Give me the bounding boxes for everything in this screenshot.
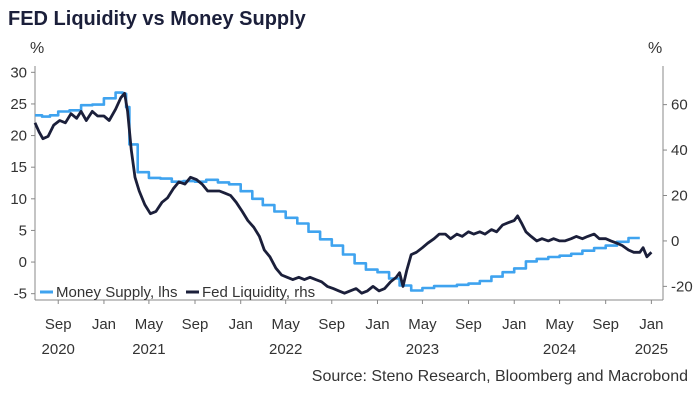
x-tick-label: Sep bbox=[318, 316, 345, 333]
left-tick-label: 0 bbox=[19, 254, 27, 271]
x-tick-label: Sep bbox=[455, 316, 482, 333]
left-tick-label: 5 bbox=[19, 222, 27, 239]
x-tick-label: Sep bbox=[592, 316, 619, 333]
right-tick-label: 40 bbox=[671, 142, 688, 159]
legend-label-2: Fed Liquidity, rhs bbox=[202, 284, 315, 301]
left-axis-unit: % bbox=[30, 40, 45, 57]
x-year-label: 2023 bbox=[406, 341, 439, 358]
series-line-2 bbox=[33, 91, 653, 295]
right-axis-unit: % bbox=[648, 40, 663, 57]
series-line-1 bbox=[35, 91, 640, 292]
left-tick-label: 20 bbox=[10, 128, 27, 145]
x-tick-label: May bbox=[272, 316, 301, 333]
left-tick-label: 30 bbox=[10, 64, 27, 81]
left-tick-label: -5 bbox=[14, 286, 27, 303]
chart-title: FED Liquidity vs Money Supply bbox=[8, 8, 306, 30]
left-tick-label: 10 bbox=[10, 191, 27, 208]
x-tick-label: Jan bbox=[229, 316, 253, 333]
left-tick-label: 25 bbox=[10, 96, 27, 113]
x-tick-label: May bbox=[135, 316, 164, 333]
right-tick-label: 20 bbox=[671, 187, 688, 204]
x-tick-label: May bbox=[545, 316, 574, 333]
source-note: Source: Steno Research, Bloomberg and Ma… bbox=[311, 368, 688, 385]
x-tick-label: Jan bbox=[365, 316, 389, 333]
x-tick-label: Jan bbox=[92, 316, 116, 333]
x-tick-label: Sep bbox=[182, 316, 209, 333]
x-tick-label: May bbox=[408, 316, 437, 333]
x-year-label: 2020 bbox=[42, 341, 75, 358]
x-year-label: 2025 bbox=[635, 341, 668, 358]
left-tick-label: 15 bbox=[10, 159, 27, 176]
legend-label-1: Money Supply, lhs bbox=[56, 284, 177, 301]
right-tick-label: 0 bbox=[671, 233, 679, 250]
x-tick-label: Jan bbox=[502, 316, 526, 333]
x-tick-label: Sep bbox=[45, 316, 72, 333]
x-year-label: 2021 bbox=[132, 341, 165, 358]
x-tick-label: Jan bbox=[639, 316, 663, 333]
x-year-label: 2024 bbox=[543, 341, 576, 358]
right-tick-label: -20 bbox=[671, 278, 693, 295]
x-year-label: 2022 bbox=[269, 341, 302, 358]
right-tick-label: 60 bbox=[671, 97, 688, 114]
